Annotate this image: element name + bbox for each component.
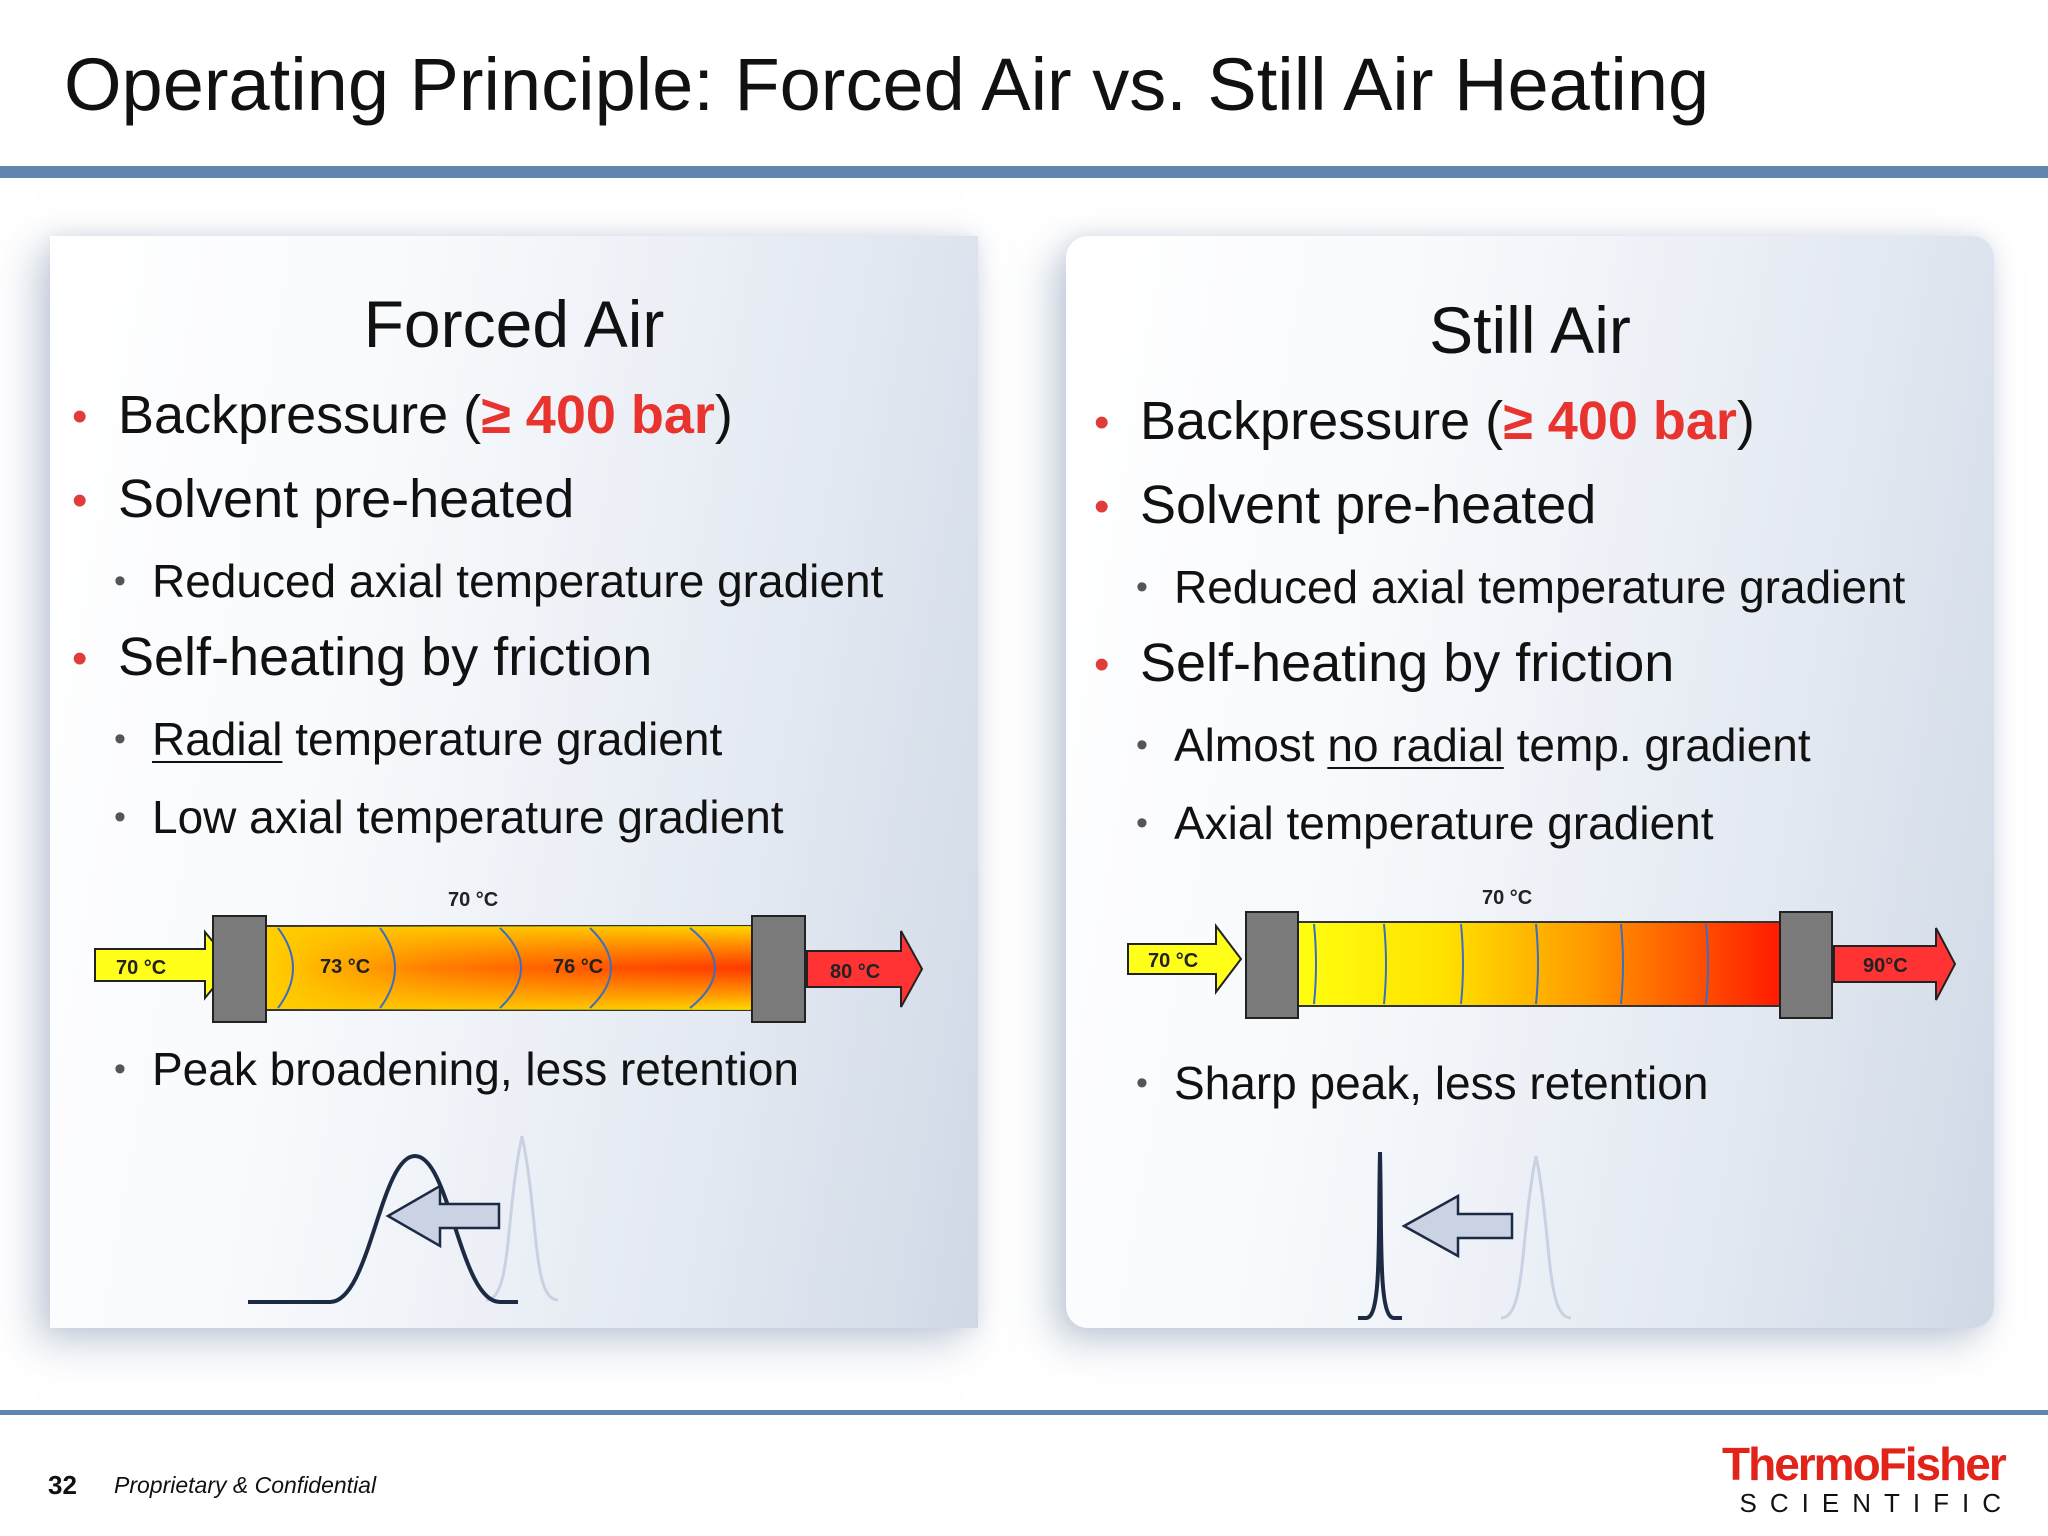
still-bullet-backpressure: • Backpressure (≥ 400 bar) <box>1094 390 1755 452</box>
page-number: 32 <box>48 1470 77 1500</box>
bullet-icon: • <box>1094 398 1110 447</box>
outlet-arrow-icon <box>806 930 924 1008</box>
forced-bullet-backpressure: • Backpressure (≥ 400 bar) <box>72 384 733 446</box>
column-inlet-fitting <box>1245 911 1299 1019</box>
bullet-icon: • <box>1094 482 1110 531</box>
forced-temp-mid2: 76 °C <box>553 956 603 978</box>
forced-temp-out: 80 °C <box>830 961 880 983</box>
title-divider <box>0 166 2048 178</box>
low-axial-label: Low axial temperature gradient <box>152 791 784 843</box>
forced-bullet-solvent: • Solvent pre-heated <box>72 468 575 530</box>
sharp-peak-icon <box>1358 1151 1402 1320</box>
forced-air-column-diagram: 70 °C 80 °C 70 °C 73 °C 76 °C <box>94 889 924 1023</box>
sub-bullet-icon: • <box>1136 1064 1148 1102</box>
bullet-icon: • <box>72 392 88 441</box>
still-bullet-solvent: • Solvent pre-heated <box>1094 474 1597 536</box>
forced-temp-top: 70 °C <box>448 889 498 911</box>
still-bullet-self-heating: • Self-heating by friction <box>1094 632 1675 694</box>
sub-bullet-icon: • <box>114 562 126 600</box>
still-temp-out: 90°C <box>1863 955 1908 977</box>
logo-wordmark: ThermoFisher <box>1722 1438 2007 1490</box>
self-heating-label: Self-heating by friction <box>1140 633 1675 693</box>
forced-air-panel: Forced Air • Backpressure (≥ 400 bar) • … <box>50 236 978 1328</box>
forced-temp-mid1: 73 °C <box>320 956 370 978</box>
column-outlet-fitting <box>1779 911 1833 1019</box>
still-air-heading: Still Air <box>1429 293 1631 367</box>
sub-bullet-icon: • <box>114 1050 126 1088</box>
forced-result-label: Peak broadening, less retention <box>152 1043 799 1095</box>
still-temp-top: 70 °C <box>1482 887 1532 909</box>
radial-rest: temperature gradient <box>282 713 723 765</box>
sub-bullet-icon: • <box>114 720 126 758</box>
radial-underlined: Radial <box>152 713 283 765</box>
forced-sub-radial: • Radial temperature gradient <box>114 712 723 766</box>
solvent-label: Solvent pre-heated <box>118 469 575 529</box>
forced-bullet-self-heating: • Self-heating by friction <box>72 626 653 688</box>
radial-post: temp. gradient <box>1503 719 1811 771</box>
forced-sub-low-axial: • Low axial temperature gradient <box>114 790 784 844</box>
radial-pre: Almost <box>1174 719 1328 771</box>
still-sub-axial: • Axial temperature gradient <box>1136 796 1714 850</box>
column-outlet-fitting <box>751 915 806 1023</box>
confidential-note: Proprietary & Confidential <box>114 1472 377 1498</box>
shift-left-arrow-icon <box>385 1183 501 1249</box>
solvent-label: Solvent pre-heated <box>1140 475 1597 535</box>
still-air-column-diagram: 70 °C 90°C 70 °C <box>1127 887 1957 1019</box>
still-air-peak-diagram <box>1358 1151 1572 1320</box>
bullet-icon: • <box>72 634 88 683</box>
still-sub-radial: • Almost no radial temp. gradient <box>1136 718 1811 772</box>
forced-air-peak-diagram <box>248 1135 559 1304</box>
radial-underlined: no radial <box>1327 719 1504 771</box>
column-inlet-fitting <box>212 915 267 1023</box>
axial-reduced-label: Reduced axial temperature gradient <box>152 555 884 607</box>
still-sub-result: • Sharp peak, less retention <box>1136 1056 1709 1110</box>
sub-bullet-icon: • <box>114 798 126 836</box>
footer-divider <box>0 1410 2048 1415</box>
bullet-icon: • <box>1094 640 1110 689</box>
still-air-panel: Still Air • Backpressure (≥ 400 bar) • S… <box>1066 236 1994 1328</box>
thermo-fisher-logo: ThermoFisher SCIENTIFIC <box>1722 1438 2007 1518</box>
backpressure-close: ) <box>1736 391 1755 451</box>
reference-peak-icon <box>485 1135 559 1302</box>
backpressure-label: Backpressure ( <box>118 385 482 445</box>
backpressure-label: Backpressure ( <box>1140 391 1504 451</box>
forced-temp-in: 70 °C <box>116 957 166 979</box>
broad-peak-icon <box>248 1153 518 1304</box>
shift-left-arrow-icon <box>1401 1193 1514 1259</box>
backpressure-close: ) <box>714 385 733 445</box>
sub-bullet-icon: • <box>1136 726 1148 764</box>
backpressure-value: ≥ 400 bar <box>481 385 715 445</box>
forced-sub-axial-reduced: • Reduced axial temperature gradient <box>114 554 884 608</box>
self-heating-label: Self-heating by friction <box>118 627 653 687</box>
sub-bullet-icon: • <box>1136 804 1148 842</box>
outlet-arrow-icon <box>1833 927 1957 1001</box>
forced-sub-result: • Peak broadening, less retention <box>114 1042 799 1096</box>
reference-peak-icon <box>1500 1155 1572 1320</box>
axial-label: Axial temperature gradient <box>1174 797 1714 849</box>
bullet-icon: • <box>72 476 88 525</box>
forced-air-heading: Forced Air <box>363 287 665 361</box>
still-temp-in: 70 °C <box>1148 950 1198 972</box>
sub-bullet-icon: • <box>1136 568 1148 606</box>
still-result-label: Sharp peak, less retention <box>1174 1057 1709 1109</box>
axial-reduced-label: Reduced axial temperature gradient <box>1174 561 1906 613</box>
logo-subtext: SCIENTIFIC <box>1739 1488 2014 1518</box>
still-sub-axial-reduced: • Reduced axial temperature gradient <box>1136 560 1906 614</box>
backpressure-value: ≥ 400 bar <box>1503 391 1737 451</box>
slide-title: Operating Principle: Forced Air vs. Stil… <box>64 43 1710 126</box>
inlet-arrow-icon <box>1127 923 1243 995</box>
